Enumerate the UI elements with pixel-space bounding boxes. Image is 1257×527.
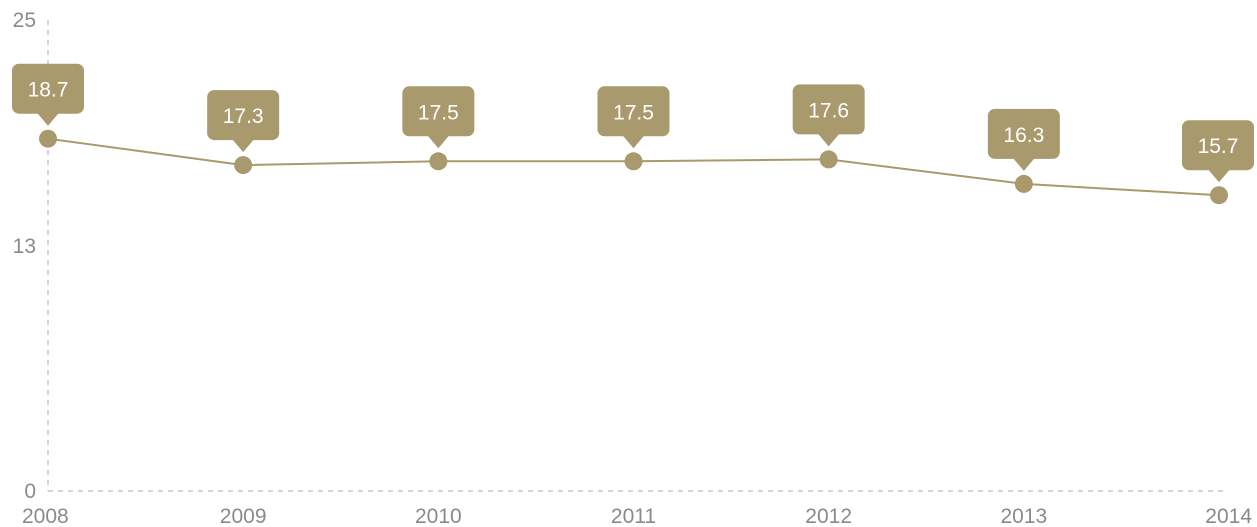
x-tick-label: 2012	[805, 505, 852, 527]
y-tick-label: 0	[24, 480, 36, 503]
data-label-box	[402, 86, 475, 137]
x-tick-label: 2008	[22, 505, 69, 527]
data-label: 17.5	[418, 101, 459, 124]
data-point	[819, 150, 838, 169]
data-label: 15.7	[1198, 135, 1239, 158]
data-point	[1210, 186, 1228, 205]
y-tick-label: 13	[13, 235, 36, 258]
data-point	[234, 156, 253, 175]
data-point	[39, 129, 57, 148]
x-axis-ticks: 2008 2009 2010 2011 2012 2013 2014	[22, 505, 1252, 527]
axes	[47, 20, 1223, 492]
x-tick-label: 2009	[220, 505, 267, 527]
data-label-box	[987, 108, 1060, 159]
data-label-pointer	[232, 139, 255, 153]
data-label-pointer	[622, 135, 645, 149]
data-label-pointer	[1208, 169, 1230, 183]
data-label: 17.6	[808, 99, 849, 122]
data-label-pointer	[817, 133, 840, 147]
x-tick-label: 2014	[1205, 505, 1252, 527]
data-label-pointer	[37, 112, 59, 126]
data-label-box	[12, 63, 84, 114]
x-tick-label: 2013	[1000, 505, 1047, 527]
y-tick-label: 25	[13, 9, 36, 32]
data-point	[624, 152, 643, 171]
data-point	[1014, 174, 1033, 193]
y-axis-ticks: 0 13 25	[13, 9, 36, 503]
data-labels: 18.7 17.3 17.5 17.5 17.6 16.3 15.7	[12, 63, 1254, 183]
data-label-pointer	[427, 135, 450, 149]
data-label-pointer	[1012, 157, 1035, 171]
data-label: 17.5	[613, 101, 654, 124]
data-label-box	[597, 86, 670, 137]
data-label: 18.7	[28, 79, 69, 102]
x-tick-label: 2010	[415, 505, 462, 527]
x-tick-label: 2011	[611, 505, 656, 527]
data-label-box	[792, 84, 865, 135]
data-label: 17.3	[223, 105, 264, 128]
data-label: 16.3	[1003, 124, 1044, 147]
data-label-box	[1182, 120, 1254, 171]
data-points	[39, 129, 1228, 205]
data-label-box	[207, 90, 280, 141]
data-point	[429, 152, 448, 171]
